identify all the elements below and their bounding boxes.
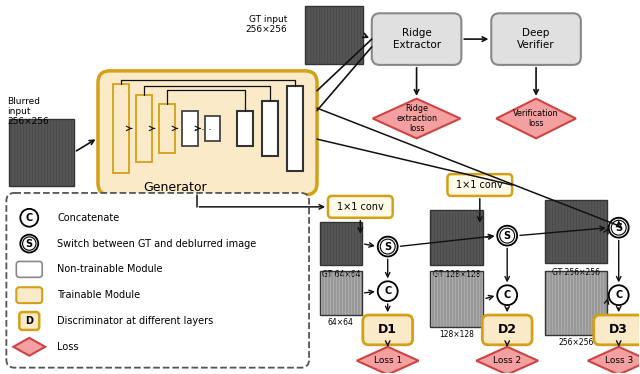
Bar: [237, 111, 253, 146]
Text: Loss 2: Loss 2: [493, 356, 521, 365]
Bar: [429, 272, 483, 327]
Bar: [182, 111, 198, 146]
Bar: [545, 272, 607, 335]
Text: D3: D3: [609, 324, 628, 337]
Polygon shape: [476, 347, 538, 374]
Text: C: C: [26, 213, 33, 223]
Text: Loss 1: Loss 1: [374, 356, 402, 365]
Polygon shape: [372, 99, 460, 138]
Bar: [545, 200, 607, 263]
Circle shape: [378, 237, 397, 257]
Circle shape: [609, 285, 628, 305]
Bar: [159, 104, 175, 153]
Polygon shape: [496, 99, 576, 138]
Circle shape: [611, 220, 626, 235]
Text: S: S: [26, 239, 33, 249]
Bar: [262, 101, 278, 156]
Polygon shape: [357, 347, 419, 374]
Text: Loss 3: Loss 3: [605, 356, 633, 365]
Bar: [320, 272, 362, 315]
Text: Switch between GT and deblurred image: Switch between GT and deblurred image: [57, 239, 257, 249]
FancyBboxPatch shape: [98, 71, 317, 195]
FancyBboxPatch shape: [17, 261, 42, 278]
Text: 64×64: 64×64: [328, 318, 354, 327]
Circle shape: [20, 234, 38, 252]
Circle shape: [500, 228, 515, 243]
Circle shape: [609, 218, 628, 237]
FancyBboxPatch shape: [594, 315, 640, 345]
Circle shape: [378, 281, 397, 301]
FancyBboxPatch shape: [6, 193, 309, 368]
Text: GT 128×128: GT 128×128: [433, 270, 480, 279]
FancyBboxPatch shape: [492, 13, 581, 65]
Bar: [205, 116, 220, 141]
Bar: [287, 86, 303, 171]
Polygon shape: [13, 338, 45, 356]
Text: C: C: [384, 286, 391, 296]
Bar: [305, 6, 363, 64]
Bar: [320, 222, 362, 266]
Text: S: S: [384, 242, 391, 252]
Text: Deep
Verifier: Deep Verifier: [517, 28, 555, 50]
Text: GT input
256×256: GT input 256×256: [245, 15, 287, 34]
Bar: [136, 95, 152, 162]
Text: Concatenate: Concatenate: [57, 213, 120, 223]
Text: Verification
loss: Verification loss: [513, 109, 559, 128]
Circle shape: [497, 285, 517, 305]
FancyBboxPatch shape: [483, 315, 532, 345]
FancyBboxPatch shape: [19, 312, 39, 330]
FancyBboxPatch shape: [17, 287, 42, 303]
Bar: [113, 84, 129, 173]
Text: 1×1 conv: 1×1 conv: [337, 202, 384, 212]
Bar: [429, 210, 483, 266]
Text: 128×128: 128×128: [439, 330, 474, 339]
Circle shape: [380, 239, 395, 254]
Text: D2: D2: [498, 324, 516, 337]
Text: Ridge
Extractor: Ridge Extractor: [392, 28, 441, 50]
Text: 256×256: 256×256: [558, 338, 593, 347]
Text: Non-trainable Module: Non-trainable Module: [57, 264, 163, 275]
Text: · · ·: · · ·: [193, 125, 211, 135]
Text: Ridge
extraction
loss: Ridge extraction loss: [396, 104, 437, 134]
FancyBboxPatch shape: [363, 315, 413, 345]
FancyBboxPatch shape: [447, 174, 512, 196]
Polygon shape: [588, 347, 640, 374]
Text: Discriminator at different layers: Discriminator at different layers: [57, 316, 213, 326]
Circle shape: [20, 209, 38, 227]
FancyBboxPatch shape: [372, 13, 461, 65]
Circle shape: [22, 237, 36, 250]
Text: S: S: [615, 223, 622, 233]
Text: C: C: [504, 290, 511, 300]
Text: C: C: [615, 290, 622, 300]
Text: Generator: Generator: [143, 181, 207, 193]
Text: GT 64×64: GT 64×64: [322, 270, 360, 279]
Text: S: S: [504, 231, 511, 240]
Text: Trainable Module: Trainable Module: [57, 290, 140, 300]
Circle shape: [497, 226, 517, 246]
Text: Blurred
input
256×256: Blurred input 256×256: [8, 96, 49, 126]
Text: D1: D1: [378, 324, 397, 337]
Text: Loss: Loss: [57, 342, 79, 352]
Bar: [10, 119, 74, 186]
Text: D: D: [25, 316, 33, 326]
Text: GT 256×256: GT 256×256: [552, 269, 600, 278]
Text: 1×1 conv: 1×1 conv: [456, 180, 503, 190]
FancyBboxPatch shape: [328, 196, 393, 218]
